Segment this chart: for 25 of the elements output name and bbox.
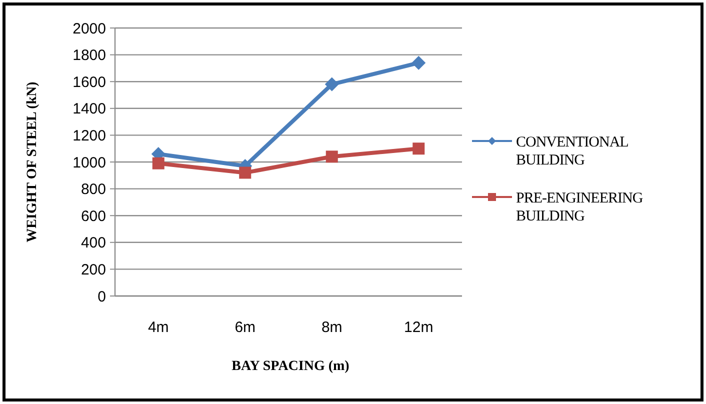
x-tick-label: 4m (148, 319, 169, 336)
legend-label: PRE-ENGINEERING BUILDING (516, 190, 644, 224)
y-tick-label: 2000 (72, 20, 106, 38)
y-tick-label: 800 (80, 181, 106, 198)
y-axis-title: WEIGHT OF STEEL (kN) (25, 81, 40, 242)
y-tick-label: 1800 (72, 47, 106, 64)
y-tick-label: 1000 (72, 154, 106, 172)
y-tick-label: 200 (80, 261, 106, 278)
legend-label: CONVENTIONAL BUILDING (516, 134, 629, 168)
point (152, 157, 164, 170)
point (412, 56, 426, 70)
point (326, 150, 338, 163)
x-tick-label: 12m (404, 319, 434, 336)
x-axis-title: BAY SPACING (m) (232, 359, 350, 374)
point (324, 77, 339, 92)
y-tick-label: 1200 (72, 127, 106, 144)
point (412, 142, 425, 155)
x-tick-label: 8m (321, 319, 342, 336)
point (239, 166, 252, 179)
y-tick-label: 1400 (72, 100, 106, 118)
y-tick-label: 1600 (72, 74, 106, 91)
y-tick-label: 400 (80, 234, 106, 252)
y-tick-label: 0 (98, 288, 106, 306)
x-tick-label: 6m (234, 319, 256, 336)
y-tick-label: 600 (80, 208, 106, 225)
